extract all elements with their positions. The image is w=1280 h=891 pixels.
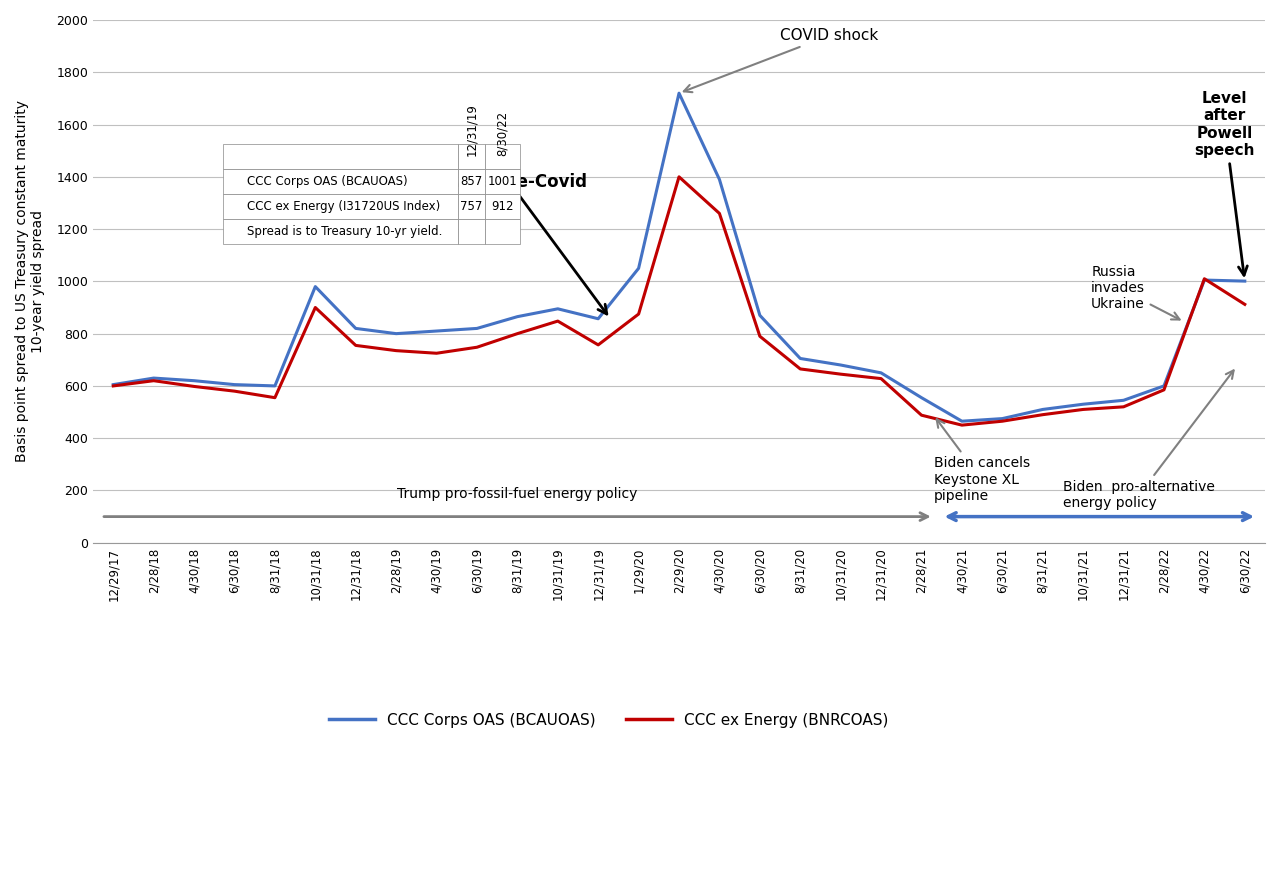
- Legend: CCC Corps OAS (BCAUOAS), CCC ex Energy (BNRCOAS): CCC Corps OAS (BCAUOAS), CCC ex Energy (…: [323, 707, 895, 734]
- Text: Biden  pro-alternative
energy policy: Biden pro-alternative energy policy: [1062, 371, 1234, 511]
- Y-axis label: Basis point spread to US Treasury constant maturity
10-year yield spread: Basis point spread to US Treasury consta…: [15, 101, 45, 462]
- Text: Levels pre-Covid: Levels pre-Covid: [431, 173, 607, 314]
- Text: Level
after
Powell
speech: Level after Powell speech: [1194, 91, 1254, 275]
- Text: Russia
invades
Ukraine: Russia invades Ukraine: [1092, 265, 1180, 320]
- Text: Trump pro-fossil-fuel energy policy: Trump pro-fossil-fuel energy policy: [397, 486, 637, 501]
- Text: Biden cancels
Keystone XL
pipeline: Biden cancels Keystone XL pipeline: [933, 420, 1029, 503]
- Text: COVID shock: COVID shock: [684, 29, 878, 92]
